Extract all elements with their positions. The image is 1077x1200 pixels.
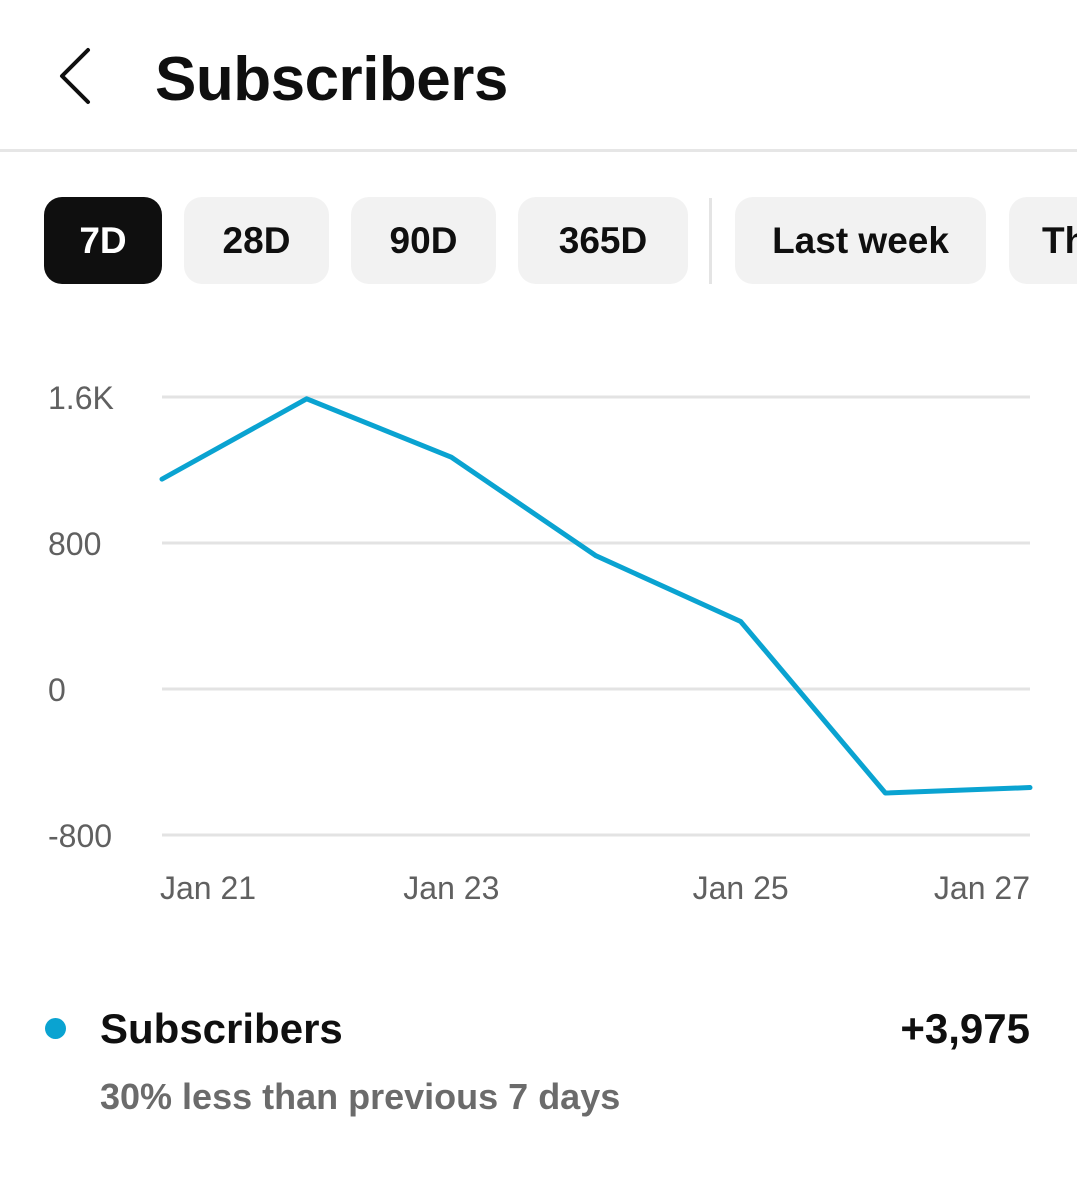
line-chart: 1.6K 800 0 -800 Jan 21 Jan 23 Jan 25 Jan 27 [48, 380, 1033, 906]
x-tick-label: Jan 21 [160, 870, 256, 906]
subscribers-chart: 1.6K 800 0 -800 Jan 21 Jan 23 Jan 25 Jan 27 [0, 360, 1077, 920]
chip-last-week[interactable]: Last week [735, 197, 986, 284]
y-tick-label: -800 [48, 818, 112, 854]
subscribers-total-value: +3,975 [900, 1005, 1030, 1052]
y-tick-label: 1.6K [48, 380, 114, 416]
x-tick-label: Jan 27 [934, 870, 1030, 906]
chip-this-period[interactable]: Th [1009, 197, 1077, 284]
y-tick-label: 0 [48, 672, 66, 708]
legend-color-dot [45, 1018, 66, 1039]
legend-label: Subscribers [100, 1005, 343, 1052]
chip-90d[interactable]: 90D [351, 197, 496, 284]
period-filter-chips: 7D 28D 90D 365D Last week Th [0, 196, 1077, 286]
chip-divider [709, 198, 712, 284]
chart-legend: Subscribers +3,975 30% less than previou… [0, 995, 1077, 1135]
back-button[interactable] [40, 36, 120, 116]
series-line [159, 396, 1033, 796]
y-tick-label: 800 [48, 526, 101, 562]
page-title: Subscribers [155, 45, 508, 114]
chip-7d[interactable]: 7D [44, 197, 162, 284]
app-header: Subscribers [0, 0, 1077, 152]
comparison-subtext: 30% less than previous 7 days [100, 1076, 621, 1117]
x-tick-label: Jan 25 [693, 870, 789, 906]
chip-28d[interactable]: 28D [184, 197, 329, 284]
x-tick-label: Jan 23 [403, 870, 499, 906]
chip-365d[interactable]: 365D [518, 197, 688, 284]
chevron-left-icon [60, 48, 90, 104]
